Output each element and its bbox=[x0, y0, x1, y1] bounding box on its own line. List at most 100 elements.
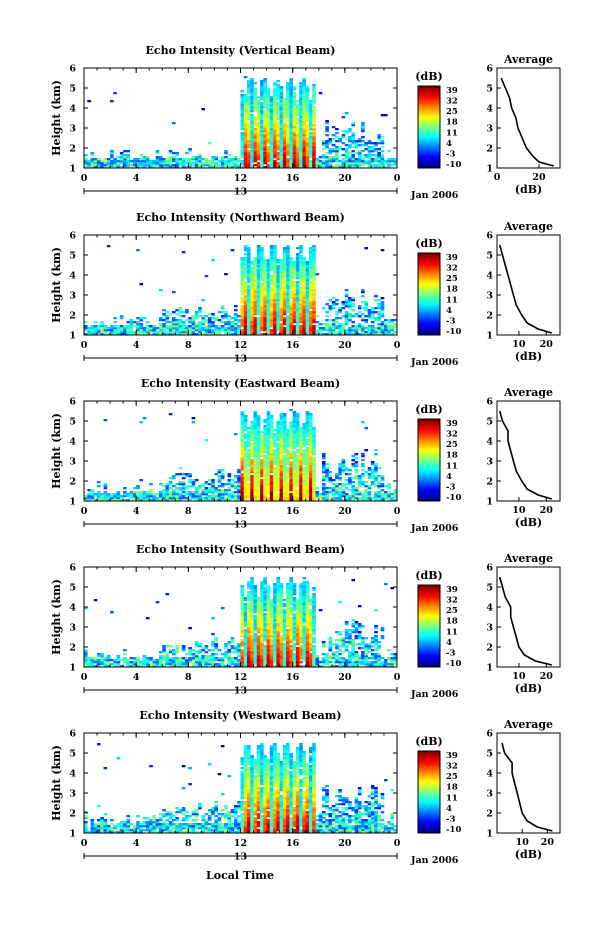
heatmap-cell bbox=[357, 327, 362, 330]
heatmap-cell bbox=[243, 299, 248, 302]
heatmap-cell bbox=[155, 166, 160, 169]
average-x-tick-label: 20 bbox=[540, 505, 554, 516]
heatmap-cell bbox=[191, 156, 196, 159]
heatmap-cell bbox=[279, 431, 284, 434]
heatmap-cell bbox=[188, 160, 192, 163]
heatmap-cell bbox=[220, 327, 225, 330]
heatmap-cell bbox=[263, 439, 267, 442]
heatmap-cell bbox=[191, 493, 196, 496]
heatmap-cell bbox=[253, 130, 258, 133]
heatmap-cell bbox=[266, 455, 271, 458]
heatmap-cell bbox=[305, 275, 310, 278]
heatmap-cell bbox=[162, 327, 166, 330]
heatmap-cell bbox=[377, 497, 381, 500]
heatmap-cell bbox=[279, 160, 284, 163]
heatmap-cell bbox=[315, 160, 320, 163]
heatmap-cell bbox=[292, 118, 297, 121]
heatmap-cell bbox=[341, 499, 346, 502]
average-y-tick-label: 5 bbox=[486, 251, 493, 262]
heatmap-cell bbox=[361, 158, 365, 161]
heatmap-cell bbox=[90, 497, 95, 500]
heatmap-cell bbox=[289, 269, 293, 272]
heatmap-cell bbox=[256, 257, 261, 260]
heatmap-cell bbox=[299, 433, 303, 436]
heatmap-cell bbox=[286, 267, 290, 270]
heatmap-cell bbox=[328, 148, 333, 151]
heatmap-cell bbox=[309, 473, 313, 476]
heatmap-cell bbox=[289, 162, 293, 165]
heatmap-cell bbox=[338, 146, 342, 149]
heatmap-cell bbox=[266, 88, 271, 91]
heatmap-cell bbox=[256, 134, 261, 137]
average-y-tick-label: 1 bbox=[486, 497, 493, 508]
heatmap-cell bbox=[178, 321, 183, 324]
heatmap-cell bbox=[322, 144, 326, 147]
heatmap-cell bbox=[263, 128, 267, 131]
heatmap-cell bbox=[250, 94, 254, 97]
heatmap-cell bbox=[295, 148, 300, 151]
heatmap-cell bbox=[377, 134, 381, 137]
heatmap-cell bbox=[250, 82, 254, 85]
heatmap-cell bbox=[247, 311, 251, 314]
heatmap-cell bbox=[302, 313, 306, 316]
heatmap-cell bbox=[322, 156, 326, 159]
x-tick-label: 16 bbox=[286, 340, 300, 351]
colorbar-step bbox=[418, 326, 440, 330]
heatmap-cell bbox=[341, 461, 346, 464]
heatmap-cell bbox=[331, 323, 336, 326]
heatmap-cell bbox=[361, 313, 365, 316]
heatmap-cell bbox=[393, 158, 398, 161]
heatmap-cell bbox=[302, 285, 306, 288]
heatmap-cell bbox=[260, 329, 264, 332]
heatmap-cell bbox=[269, 475, 274, 478]
heatmap-cell bbox=[299, 100, 303, 103]
heatmap-cell bbox=[145, 325, 150, 328]
heatmap-cell bbox=[387, 162, 391, 165]
heatmap-cell bbox=[84, 665, 88, 668]
heatmap-cell bbox=[198, 307, 202, 310]
heatmap-cell bbox=[260, 279, 264, 282]
heatmap-cell bbox=[211, 497, 215, 500]
heatmap-cell bbox=[354, 493, 359, 496]
colorbar-step bbox=[418, 102, 440, 105]
heatmap-cell bbox=[338, 307, 342, 310]
heatmap-cell bbox=[266, 425, 271, 428]
heatmap-cell bbox=[256, 493, 261, 496]
heatmap-cell bbox=[282, 152, 287, 155]
heatmap-cell bbox=[364, 156, 368, 159]
heatmap-cell bbox=[325, 497, 329, 500]
heatmap-cell bbox=[273, 160, 277, 163]
colorbar-step bbox=[418, 114, 440, 118]
heatmap-cell bbox=[295, 495, 300, 498]
heatmap-cell bbox=[253, 277, 258, 280]
heatmap-cell bbox=[214, 327, 218, 330]
heatmap-cell bbox=[263, 96, 267, 99]
heatmap-cell bbox=[250, 465, 254, 468]
heatmap-cell bbox=[266, 445, 271, 448]
heatmap-cell bbox=[309, 269, 313, 272]
heatmap-cell bbox=[276, 433, 280, 436]
heatmap-cell bbox=[348, 162, 352, 165]
heatmap-cell bbox=[253, 265, 258, 268]
heatmap-cell bbox=[243, 461, 248, 464]
heatmap-cell bbox=[243, 158, 248, 161]
heatmap-cell bbox=[331, 160, 336, 163]
heatmap-cell bbox=[240, 465, 245, 468]
heatmap-cell bbox=[295, 110, 300, 113]
heatmap-cell bbox=[305, 441, 310, 444]
heatmap-cell bbox=[279, 94, 284, 97]
heatmap-cell bbox=[247, 140, 251, 143]
heatmap-cell bbox=[276, 303, 280, 306]
heatmap-cell bbox=[90, 158, 95, 161]
heatmap-cell bbox=[276, 493, 280, 496]
heatmap-cell bbox=[305, 463, 310, 466]
heatmap-cell bbox=[357, 166, 362, 169]
heatmap-cell bbox=[269, 267, 274, 270]
heatmap-cell bbox=[162, 158, 166, 161]
heatmap-cell bbox=[295, 154, 300, 157]
heatmap-cell bbox=[344, 315, 349, 318]
heatmap-cell bbox=[367, 160, 372, 163]
heatmap-cell bbox=[119, 158, 124, 161]
heatmap-cell bbox=[305, 497, 310, 500]
heatmap-cell bbox=[224, 329, 228, 332]
